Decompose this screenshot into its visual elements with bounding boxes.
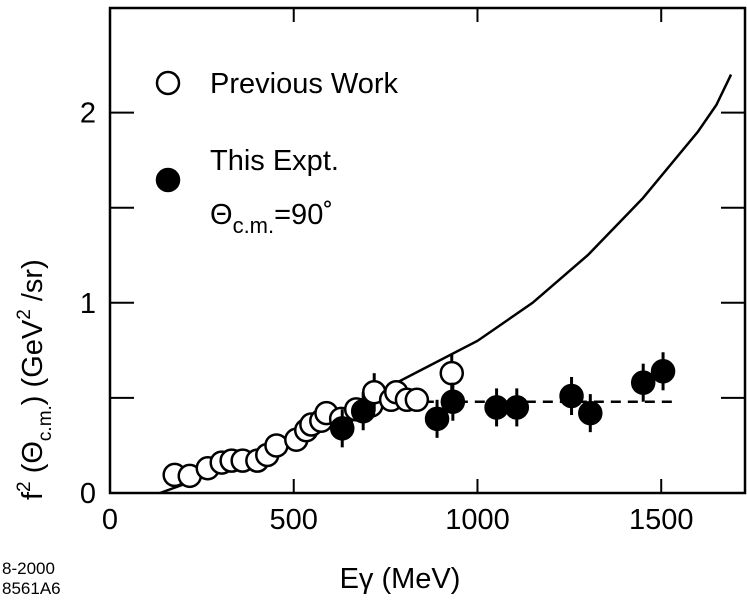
curve <box>159 74 733 495</box>
data-point <box>264 433 289 458</box>
y-axis-label: f2 (Θc.m.) (GeV2 /sr) <box>14 259 56 500</box>
data-point <box>439 360 465 386</box>
y-label-part: (GeV <box>17 319 49 395</box>
legend-marker <box>155 167 181 193</box>
legend-extra-sub: c.m. <box>233 213 275 238</box>
legend-label: This Expt. <box>210 145 339 177</box>
data-point <box>484 395 509 420</box>
y-label-part: f <box>17 491 49 500</box>
data-point <box>440 389 466 414</box>
x-axis-label: Eγ (MeV) <box>340 563 461 595</box>
y-label-sup: 2 <box>14 481 35 492</box>
data-point <box>424 406 450 432</box>
data-point <box>559 383 584 409</box>
y-tick-label: 0 <box>80 478 96 510</box>
x-tick-label: 1500 <box>629 504 694 536</box>
x-tick-label: 1000 <box>445 504 510 536</box>
legend-marker <box>155 70 181 96</box>
data-point <box>404 387 430 413</box>
data-point <box>350 398 376 424</box>
legend-label: Previous Work <box>210 68 399 100</box>
plot-frame <box>108 6 747 495</box>
data-point <box>650 359 676 384</box>
x-tick-label: 0 <box>102 504 118 536</box>
data-point <box>630 370 656 395</box>
x-tick-label: 500 <box>270 504 318 536</box>
legend-extra-part: Θ <box>210 199 233 231</box>
data-point <box>578 400 603 426</box>
data-point <box>329 416 355 441</box>
note: 8-2000 <box>2 559 55 578</box>
legend-extra: Θc.m.=90˚ <box>210 199 333 238</box>
y-label-sup: 2 <box>14 309 35 320</box>
y-tick-label: 1 <box>80 288 96 320</box>
y-label-part: (Θ <box>17 441 49 481</box>
y-label-part: ) <box>17 396 49 406</box>
y-tick-label: 2 <box>80 98 96 130</box>
legend-extra-part: =90˚ <box>274 199 333 231</box>
y-label-part: /sr) <box>17 259 49 309</box>
data-point <box>504 395 530 420</box>
note: 8561A6 <box>2 579 61 598</box>
y-label-sub: c.m. <box>35 405 56 441</box>
